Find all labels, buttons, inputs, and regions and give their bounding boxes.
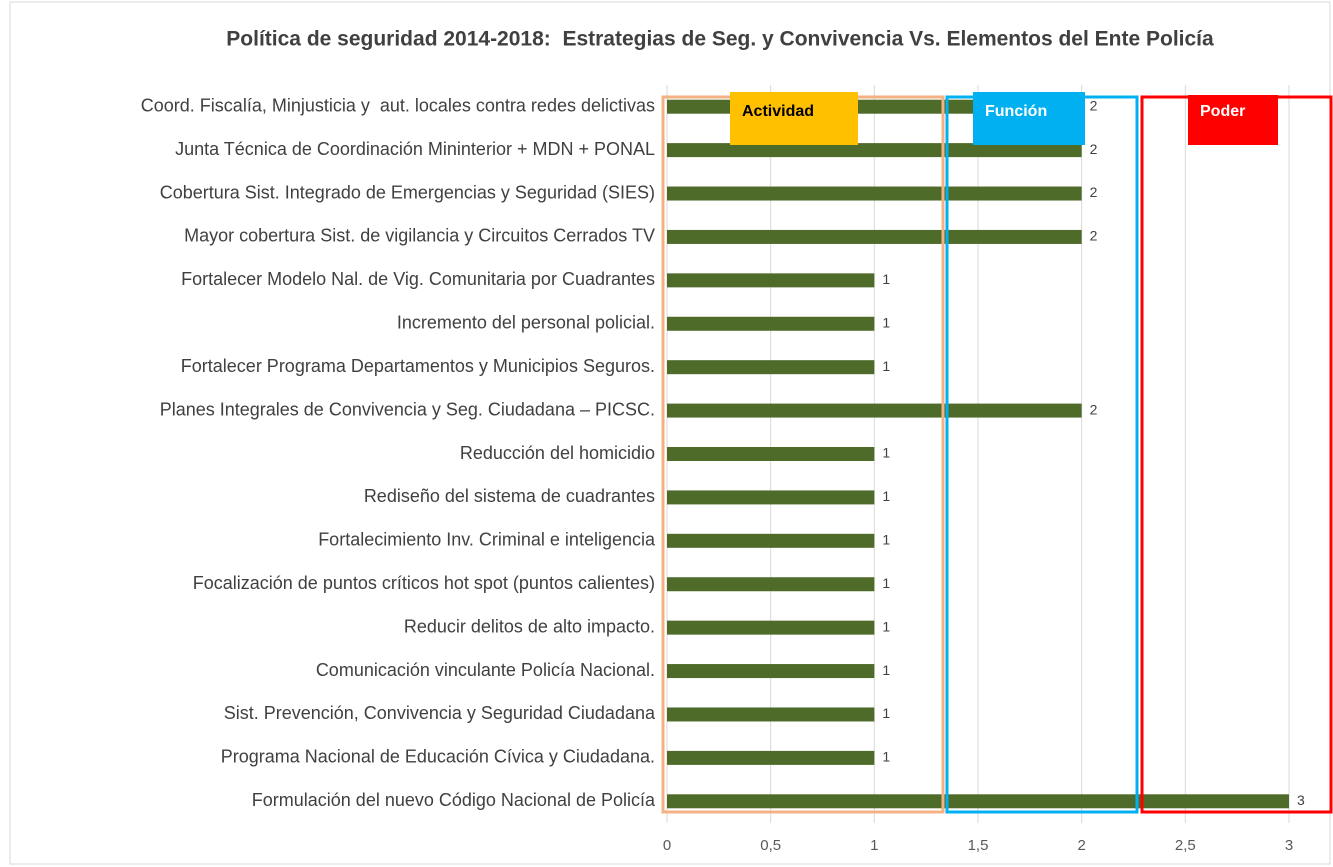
y-tick-label: Fortalecimiento Inv. Criminal e intelige… [318, 530, 656, 550]
x-tick-label: 0,5 [760, 837, 781, 854]
bar [667, 273, 875, 288]
y-tick-label: Formulación del nuevo Código Nacional de… [252, 790, 656, 810]
y-tick-label: Fortalecer Programa Departamentos y Muni… [181, 356, 655, 376]
data-label: 1 [882, 618, 890, 634]
y-tick-label: Reducir delitos de alto impacto. [404, 616, 655, 636]
bar [667, 316, 875, 331]
x-tick-label: 2 [1077, 837, 1085, 854]
data-label: 2 [1090, 184, 1098, 200]
y-tick-label: Cobertura Sist. Integrado de Emergencias… [160, 182, 655, 202]
bar [667, 750, 875, 765]
annotation-label: Poder [1200, 103, 1245, 120]
y-tick-label: Coord. Fiscalía, Minjusticia y aut. loca… [141, 95, 655, 115]
x-tick-label: 1,5 [968, 837, 989, 854]
annotation-label-box [730, 92, 858, 145]
y-tick-label: Planes Integrales de Convivencia y Seg. … [160, 399, 655, 419]
bar [667, 143, 1082, 158]
bar [667, 447, 875, 461]
bar [667, 360, 875, 375]
data-label: 1 [882, 358, 890, 374]
chart-title: Política de seguridad 2014-2018: Estrate… [226, 28, 1214, 51]
annotation-label: Función [985, 103, 1047, 120]
bar [667, 664, 875, 679]
y-tick-label: Reducción del homicidio [460, 443, 655, 463]
x-tick-label: 3 [1285, 837, 1293, 854]
annotation-box [945, 95, 1139, 814]
chart-frame [9, 1, 1331, 865]
bar [667, 229, 1082, 244]
y-tick-label: Incremento del personal policial. [397, 313, 655, 333]
data-label: 1 [882, 271, 890, 287]
annotation-label-box [1188, 95, 1278, 145]
x-tick-label: 1 [870, 837, 878, 854]
data-label: 3 [1297, 792, 1305, 808]
y-tick-label: Fortalecer Modelo Nal. de Vig. Comunitar… [181, 269, 655, 289]
bar [667, 533, 875, 548]
bar [667, 620, 875, 635]
y-tick-label: Programa Nacional de Educación Cívica y … [221, 747, 655, 767]
annotation-label: Actividad [742, 103, 814, 120]
x-tick-label: 0 [663, 837, 671, 854]
data-label: 1 [882, 705, 890, 721]
bar [667, 794, 1289, 809]
bar [667, 707, 875, 722]
data-label: 1 [882, 445, 890, 461]
annotation-box [1140, 95, 1333, 814]
bar [667, 577, 875, 592]
data-label: 2 [1090, 141, 1098, 157]
y-tick-label: Sist. Prevención, Convivencia y Segurida… [224, 703, 656, 723]
data-label: 2 [1090, 97, 1098, 113]
y-tick-label: Comunicación vinculante Policía Nacional… [316, 660, 655, 680]
data-label: 1 [882, 488, 890, 504]
data-label: 1 [882, 749, 890, 765]
y-tick-label: Rediseño del sistema de cuadrantes [364, 486, 655, 506]
y-tick-label: Focalización de puntos críticos hot spot… [193, 573, 655, 593]
data-label: 1 [882, 662, 890, 678]
y-tick-label: Mayor cobertura Sist. de vigilancia y Ci… [184, 226, 655, 246]
bar [667, 186, 1082, 201]
data-label: 1 [882, 532, 890, 548]
data-label: 2 [1090, 228, 1098, 244]
data-label: 1 [882, 314, 890, 330]
bar [667, 403, 1082, 418]
data-label: 2 [1090, 401, 1098, 417]
bar [667, 490, 875, 505]
data-label: 1 [882, 575, 890, 591]
x-tick-label: 2,5 [1175, 837, 1196, 854]
y-tick-label: Junta Técnica de Coordinación Mininterio… [175, 139, 655, 159]
annotation-label-box [973, 92, 1085, 145]
